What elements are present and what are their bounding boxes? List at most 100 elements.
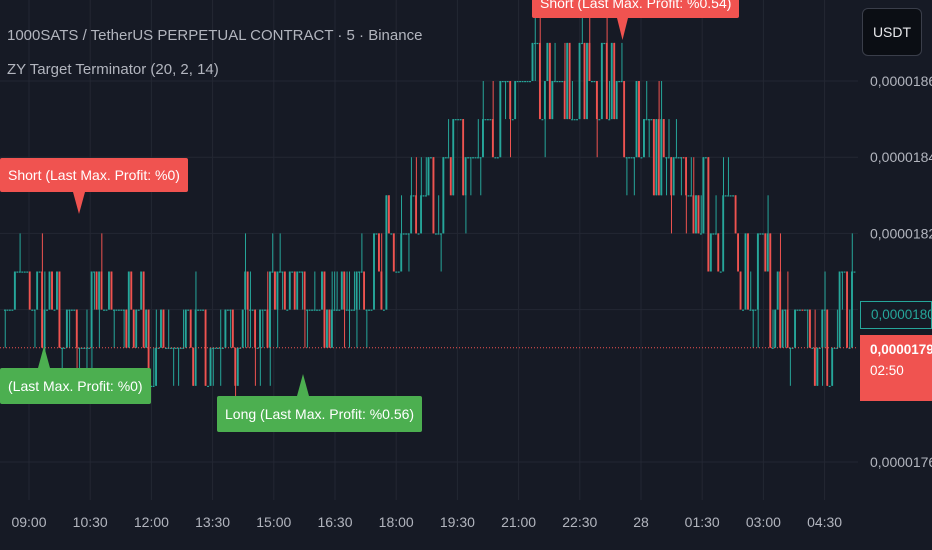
candle-body <box>291 271 294 273</box>
indicator-legend[interactable]: ZY Target Terminator (20, 2, 14) <box>7 61 219 78</box>
candle-body <box>273 271 276 310</box>
candle-body <box>665 157 668 159</box>
candle-body <box>88 347 91 349</box>
candle-body <box>548 42 551 120</box>
candle-body <box>204 309 207 386</box>
candle-body <box>568 42 571 120</box>
candle-body <box>526 81 529 83</box>
candle-body <box>670 157 673 196</box>
candle-body <box>266 309 269 348</box>
candle-body <box>385 195 388 310</box>
candle-body <box>719 271 722 273</box>
candle-body <box>219 347 222 349</box>
candle-body <box>407 233 410 235</box>
candle-body <box>652 119 655 196</box>
candle-body <box>160 309 162 348</box>
candle-body <box>638 81 640 158</box>
candle-body <box>108 271 110 310</box>
candle-body <box>120 309 123 311</box>
candle-body <box>650 119 653 121</box>
candle-body <box>137 309 140 311</box>
candle-body <box>368 309 370 311</box>
candle-body <box>412 195 415 197</box>
last-price-tag: 0,0000179 02:50 <box>860 335 932 401</box>
candle-body <box>333 309 336 311</box>
candle-body <box>335 309 338 311</box>
candle-body <box>105 309 108 311</box>
currency-button[interactable]: USDT <box>862 8 922 56</box>
candle-body <box>672 157 675 196</box>
candle-body <box>26 271 29 273</box>
candle-body <box>593 81 596 83</box>
x-axis-tick-label: 22:30 <box>562 514 597 530</box>
candle-body <box>382 309 385 311</box>
candle-body <box>791 347 794 349</box>
candle-body <box>613 42 616 120</box>
candle-body <box>60 347 63 349</box>
candle-body <box>776 271 779 310</box>
short-signal-label-left: Short (Last Max. Profit: %0) <box>0 158 188 192</box>
candle-body <box>756 233 759 310</box>
candle-body <box>511 119 514 121</box>
candle-body <box>543 81 546 120</box>
candle-body <box>103 309 105 311</box>
candle-body <box>125 309 128 348</box>
candle-body <box>288 271 291 310</box>
candle-body <box>590 81 593 83</box>
candle-body <box>610 42 613 120</box>
candle-body <box>524 81 526 83</box>
candle-body <box>786 309 789 348</box>
candle-body <box>546 42 549 81</box>
candle-body <box>395 271 398 273</box>
y-axis-tick-label: 0,0000176 <box>870 454 932 470</box>
candle-body <box>821 309 824 348</box>
candle-body <box>264 309 266 311</box>
candle-body <box>370 309 373 311</box>
candle-body <box>184 309 187 348</box>
candle-body <box>197 309 200 311</box>
candle-body <box>422 195 425 197</box>
candle-body <box>482 119 484 158</box>
candle-body <box>848 347 851 349</box>
candle-body <box>727 195 730 197</box>
candle-body <box>496 157 499 159</box>
candle-body <box>801 309 804 311</box>
candle-body <box>464 157 467 196</box>
long-signal-label-mid: Long (Last Max. Profit: %0.56) <box>217 396 423 432</box>
candle-body <box>296 271 299 310</box>
x-axis-tick-label: 04:30 <box>807 514 842 530</box>
candle-body <box>697 195 700 234</box>
candle-body <box>486 119 489 121</box>
y-axis-tick-label: 0,0000186 <box>870 73 932 89</box>
candle-body <box>325 309 328 348</box>
candle-body <box>553 81 556 83</box>
candle-body <box>675 157 678 159</box>
candle-body <box>717 233 720 272</box>
candle-body <box>93 271 96 273</box>
candle-body <box>373 233 375 310</box>
candle-body <box>254 309 257 348</box>
candle-body <box>16 271 19 273</box>
candle-body <box>187 309 190 311</box>
candle-body <box>439 233 442 235</box>
candle-body <box>182 347 185 349</box>
candle-body <box>838 271 841 348</box>
candle-body <box>174 347 177 349</box>
candle-body <box>566 42 569 120</box>
candle-body <box>415 195 418 234</box>
x-axis-tick-label: 21:00 <box>501 514 536 530</box>
candle-body <box>531 42 534 81</box>
candle-body <box>402 233 405 235</box>
candle-body <box>452 119 455 196</box>
candle-body <box>704 157 707 159</box>
candle-body <box>316 309 318 311</box>
candle-body <box>813 347 816 386</box>
x-axis-tick-label: 18:00 <box>379 514 414 530</box>
candle-body <box>75 309 78 348</box>
candle-body <box>251 309 254 311</box>
candle-body <box>192 347 195 386</box>
candle-body <box>4 309 6 311</box>
candle-body <box>189 309 192 348</box>
